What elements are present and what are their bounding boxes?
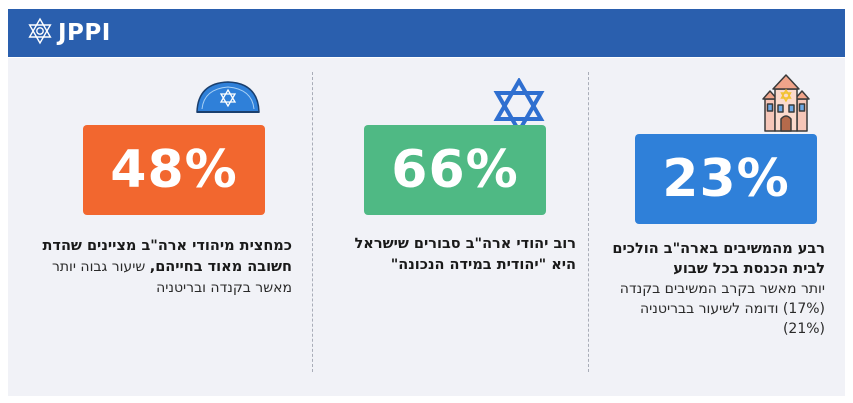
stat-description-normal: יותר מאשר בקרב המשיבים בקנדה (17%) ודומה…	[619, 281, 825, 337]
stat-column-synagogue-attendance: 23% רבע מהמשיבים בארה"ב הולכים לבית הכנס…	[591, 58, 845, 396]
stat-description: רבע מהמשיבים בארה"ב הולכים לבית הכנסת בכ…	[601, 239, 825, 339]
stat-description-bold: רבע מהמשיבים בארה"ב הולכים לבית הכנסת בכ…	[612, 241, 825, 277]
synagogue-icon	[762, 71, 810, 137]
stat-value-box: 23%	[635, 134, 817, 224]
stat-value-box: 66%	[364, 125, 546, 215]
stat-description-bold: כמחצית מיהודי ארה"ב מציינים שהדת חשובה מ…	[42, 238, 292, 275]
divider	[312, 72, 313, 372]
stat-column-israel-jewishness: 66% רוב יהודי ארה"ב סבורים שישראל היא "י…	[314, 58, 588, 396]
logo-text: JPPI	[58, 20, 111, 46]
divider	[588, 72, 589, 372]
kippah-icon	[194, 79, 262, 119]
star-of-david-icon	[493, 77, 545, 138]
stat-description: כמחצית מיהודי ארה"ב מציינים שהדת חשובה מ…	[22, 235, 292, 298]
jppi-logo[interactable]: JPPI	[26, 17, 111, 49]
stat-value-box: 48%	[83, 125, 265, 215]
header-bar: JPPI	[8, 9, 845, 57]
stats-panel: 48% כמחצית מיהודי ארה"ב מציינים שהדת חשו…	[8, 58, 845, 396]
stat-column-religion-importance: 48% כמחצית מיהודי ארה"ב מציינים שהדת חשו…	[8, 58, 308, 396]
star-of-david-logo-icon	[26, 17, 54, 49]
stat-description: רוב יהודי ארה"ב סבורים שישראל היא "יהודי…	[330, 233, 576, 275]
stat-description-normal: שיעור גבוה יותר מאשר בקנדה ובריטניה	[51, 259, 292, 296]
stat-description-bold: רוב יהודי ארה"ב סבורים שישראל היא "יהודי…	[354, 236, 576, 273]
